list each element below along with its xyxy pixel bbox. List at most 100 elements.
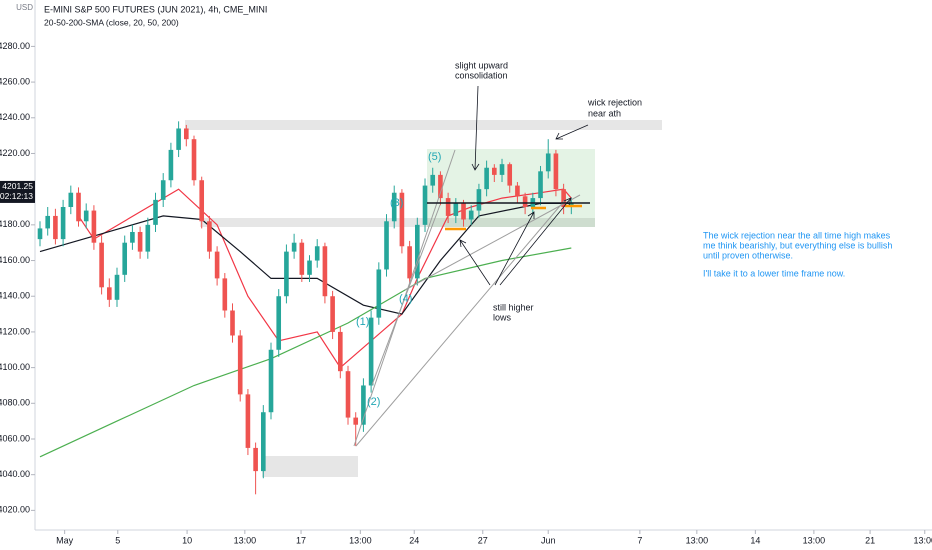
annotation: consolidation [455,70,508,80]
candle-body [391,192,397,222]
candle-body [176,128,181,150]
y-tick-label: 4180.00 [0,219,30,229]
x-tick-label: 27 [478,535,488,545]
candle-body [191,139,197,181]
candle-body [114,274,120,300]
trend-line [355,199,566,447]
arrow [471,85,480,171]
arrow [459,239,491,286]
arrow [555,124,589,140]
countdown: 02:12:13 [0,191,33,201]
candle-body [153,199,158,225]
x-tick-label: 14 [750,535,760,545]
candle-body [376,269,382,318]
candle-body [384,221,389,270]
candle-body [130,231,135,243]
candle-body [214,251,220,279]
x-tick-label: 24 [409,535,419,545]
time-axis [35,530,932,550]
candle-body [291,242,297,252]
annotation: still higher [493,302,534,312]
y-tick-label: 4040.00 [0,469,30,479]
candle-body [237,335,243,395]
resistance-zone [185,120,662,130]
candle-body [83,210,89,222]
arrows [459,85,589,286]
currency: USD [16,3,33,12]
x-tick-label: 10 [182,535,192,545]
candle-body [361,385,366,425]
candle-body [99,242,104,288]
y-tick-label: 4160.00 [0,255,30,265]
x-tick-label: 13:00 [913,535,932,545]
candle-body [422,185,428,225]
annotation: slight upward [455,60,508,70]
candle-body [261,412,266,472]
arrow [494,211,535,286]
x-tick-label: 17 [296,535,306,545]
candle-body [168,149,174,181]
candle-body [399,192,405,247]
candle-body [122,242,128,275]
annotation: near ath [588,108,621,118]
consolidation-box [427,149,595,227]
candle-body [199,180,205,222]
x-tick-label: 13:00 [349,535,372,545]
y-tick-label: 4220.00 [0,148,30,158]
annotation: lows [493,312,512,322]
wave-label: (3) [390,197,403,209]
y-tick-label: 4120.00 [0,326,30,336]
y-tick-label: 4020.00 [0,505,30,515]
trend-line [371,204,441,386]
axes: 4020.00 4040.00 4060.00 4080.00 4100.00 4120.… [0,41,932,545]
candle-body [276,296,282,350]
candle-body [245,394,251,448]
y-tick-label: 4060.00 [0,433,30,443]
candle-body [492,167,497,175]
candle-body [222,278,228,311]
candle-body [453,203,459,216]
plot [37,121,574,495]
candle-body [330,296,335,332]
comment: The wick rejection near the all time hig… [703,230,891,240]
low-markers [445,204,582,231]
price-axis [0,0,35,550]
annotation: wick rejection [587,97,642,107]
y-tick-label: 4140.00 [0,291,30,301]
candle-body [253,447,258,472]
y-tick-label: 4100.00 [0,362,30,372]
candle-body [53,215,58,240]
candle-body [60,207,66,240]
candle-body [68,192,74,208]
y-tick-label: 4280.00 [0,41,30,51]
candle-body [415,224,420,279]
candle-body [284,251,289,297]
candle-body [484,167,489,190]
candle-body [407,246,412,279]
candle-body [299,242,305,275]
support-zone [200,218,595,227]
x-tick-label: 13:00 [803,535,826,545]
candle-body [476,189,482,211]
candle-body [91,210,97,243]
x-tick-label: 13:00 [686,535,709,545]
low-zone [262,456,358,477]
wave-label: (4) [399,293,412,305]
x-tick-label: Jun [541,535,556,545]
trend-lines [353,149,581,447]
candle-body [515,185,520,197]
comment: I'll take it to a lower time frame now. [703,268,845,278]
comment: me think bearishly, but everything else … [703,240,892,250]
candle-body [499,164,505,175]
last-price: 4201.25 [2,181,33,191]
candle-body [538,171,543,199]
candle-body [37,228,43,240]
arrow [499,197,572,286]
candle-body [522,196,528,208]
candle-body [207,221,212,252]
indicator-legend: 20-50-200-SMA (close, 20, 50, 200) [44,17,179,27]
candle-body [461,203,466,220]
chart-title: E-MINI S&P 500 FUTURES (JUN 2021), 4h, C… [44,4,267,14]
